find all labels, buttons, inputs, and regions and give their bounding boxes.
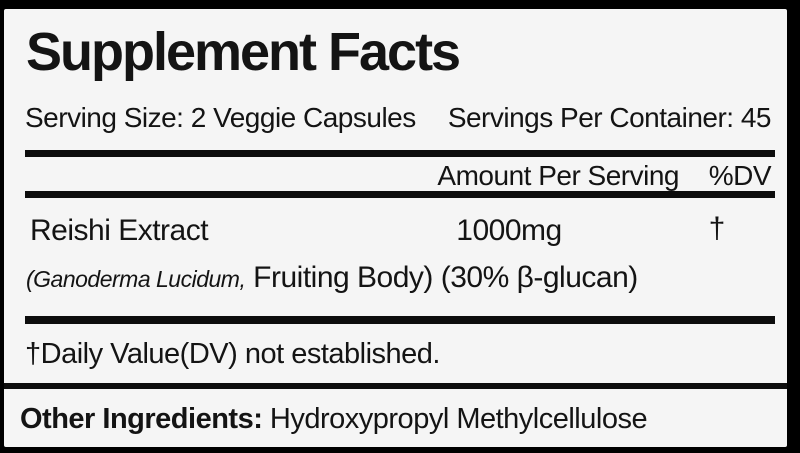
serving-info-row: Serving Size: 2 Veggie Capsules Servings… — [25, 102, 772, 133]
section-divider — [4, 383, 787, 389]
serving-size-text: Serving Size: 2 Veggie Capsules — [25, 102, 416, 133]
ingredient-name: Reishi Extract — [30, 214, 209, 247]
species-name-italic: (Ganoderma Lucidum, — [26, 266, 246, 292]
other-ingredients-value: Hydroxypropyl Methylcellulose — [262, 403, 648, 435]
daily-value-footnote: †Daily Value(DV) not established. — [25, 338, 440, 370]
panel-title: Supplement Facts — [26, 22, 461, 82]
ingredient-detail: (Ganoderma Lucidum, Fruiting Body) (30% … — [26, 263, 638, 293]
thick-rule-top — [25, 150, 775, 157]
other-ingredients: Other Ingredients: Hydroxypropyl Methylc… — [20, 403, 648, 435]
ingredient-amount: 1000mg — [456, 214, 562, 247]
ingredient-detail-rest: Fruiting Body) (30% β-glucan) — [245, 261, 638, 294]
supplement-facts-panel: Supplement Facts Serving Size: 2 Veggie … — [4, 9, 787, 447]
other-ingredients-label: Other Ingredients: — [20, 403, 263, 435]
servings-per-container-text: Servings Per Container: 45 — [447, 102, 772, 133]
column-header-dv: %DV — [708, 160, 772, 191]
thick-rule-header — [25, 191, 775, 198]
column-header-amount-per-serving: Amount Per Serving — [437, 160, 679, 191]
thick-rule-bottom — [25, 316, 775, 324]
ingredient-dv-dagger: † — [708, 212, 726, 245]
